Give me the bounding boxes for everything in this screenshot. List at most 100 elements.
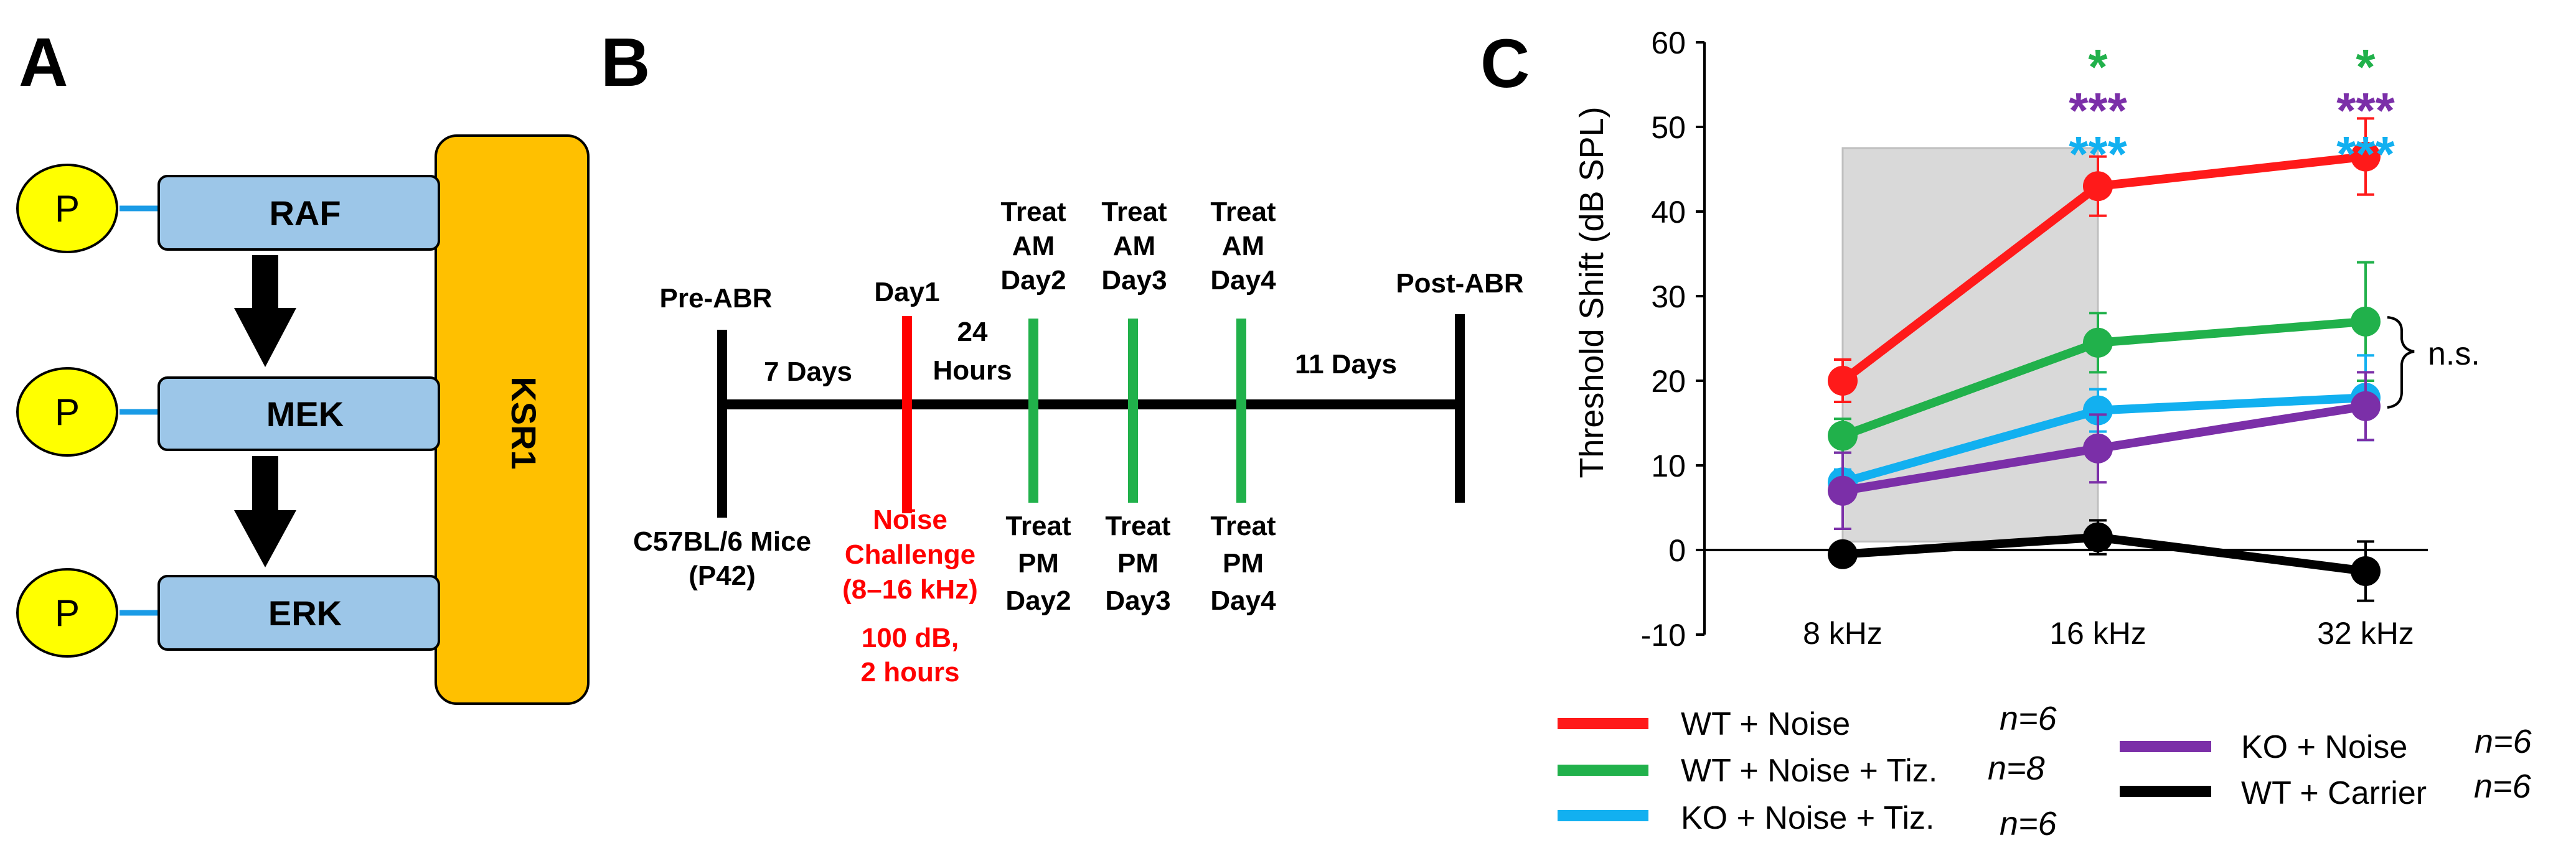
series-3 — [1828, 371, 2381, 530]
erk-phospho-label: P — [55, 592, 80, 634]
noise-label-line3: (8–16 kHz) — [842, 574, 978, 605]
am-day2-line2: AM — [1012, 231, 1055, 261]
pm-day3-line2: PM — [1117, 548, 1159, 579]
significance-star: * — [2356, 39, 2376, 95]
series-1 — [1828, 261, 2381, 454]
arrow-mek-erk-head — [234, 510, 296, 567]
y-tick-label: -10 — [1641, 618, 1686, 653]
arrow-raf-mek-shaft — [252, 255, 278, 308]
post-abr-label: Post-ABR — [1396, 268, 1523, 299]
panel-a: A KSR1 RAF P MEK P ERK P — [16, 24, 590, 705]
mek-label: MEK — [266, 394, 344, 434]
data-point — [2083, 171, 2113, 202]
y-tick-label: 30 — [1651, 279, 1686, 314]
day1-label: Day1 — [874, 277, 939, 307]
pm-day4-line3: Day4 — [1210, 585, 1276, 616]
legend-label-wt-noise-tiz: WT + Noise + Tiz. — [1681, 753, 1937, 789]
erk-label: ERK — [268, 594, 342, 633]
y-ticks: -10 0 10 20 30 40 50 60 — [1641, 26, 1704, 653]
y-tick-label: 50 — [1651, 110, 1686, 145]
ns-bracket — [2387, 316, 2415, 409]
legend-n-wt-carrier: n=6 — [2474, 768, 2532, 805]
data-point — [1828, 475, 1858, 506]
y-tick-label: 0 — [1668, 533, 1686, 568]
x-tick-label: 8 kHz — [1803, 616, 1883, 651]
am-day3-line1: Treat — [1101, 197, 1167, 227]
data-point — [2083, 433, 2113, 464]
raf-box — [157, 175, 440, 251]
data-point — [2351, 306, 2381, 337]
raf-phospho-circle — [16, 164, 118, 253]
pm-day3-line3: Day3 — [1105, 585, 1170, 616]
series-layer — [1828, 117, 2381, 602]
x-tick-label: 32 kHz — [2317, 616, 2414, 651]
mek-box — [157, 376, 440, 451]
mek-phospho-label: P — [55, 391, 80, 433]
hours-label-line2: Hours — [933, 355, 1012, 386]
y-tick-label: 40 — [1651, 195, 1686, 230]
y-tick-label: 20 — [1651, 364, 1686, 399]
x-tick-label: 16 kHz — [2049, 616, 2146, 651]
seven-days-label: 7 Days — [764, 356, 852, 387]
significance-star: * — [2088, 39, 2108, 95]
data-point — [2083, 522, 2113, 552]
raf-phospho-label: P — [55, 188, 80, 230]
data-point — [1828, 539, 1858, 569]
pm-day2-line1: Treat — [1005, 511, 1071, 541]
legend-label-wt-noise: WT + Noise — [1681, 706, 1850, 742]
arrow-mek-erk-shaft — [252, 456, 278, 510]
data-point — [2351, 141, 2381, 172]
pm-day4-line1: Treat — [1210, 511, 1276, 541]
mice-label-line2: (P42) — [689, 561, 756, 591]
legend-n-ko-noise: n=6 — [2475, 723, 2532, 760]
am-day4-line2: AM — [1222, 231, 1264, 261]
significance-star: *** — [2069, 126, 2127, 182]
data-point — [1828, 421, 1858, 451]
pm-day4-line2: PM — [1223, 548, 1264, 579]
panel-a-letter: A — [19, 24, 68, 101]
hours-label-line1: 24 — [957, 317, 988, 347]
legend: WT + Noise n=6 WT + Noise + Tiz. n=8 KO … — [1558, 700, 2532, 842]
y-tick-label: 60 — [1651, 26, 1686, 60]
am-day4-line3: Day4 — [1210, 265, 1276, 296]
data-point — [1828, 366, 1858, 396]
raf-label: RAF — [269, 193, 341, 233]
panel-c-letter: C — [1480, 26, 1530, 102]
legend-label-ko-noise-tiz: KO + Noise + Tiz. — [1681, 800, 1935, 836]
series-0 — [1828, 117, 2381, 403]
noise-label-line1: Noise — [873, 505, 947, 535]
noise-label-line4: 100 dB, — [862, 623, 959, 653]
y-axis-label: Threshold Shift (dB SPL) — [1573, 106, 1610, 478]
legend-label-wt-carrier: WT + Carrier — [2241, 775, 2427, 811]
ksr1-label: KSR1 — [504, 376, 543, 469]
mice-label-line1: C57BL/6 Mice — [633, 526, 811, 557]
panel-b-letter: B — [601, 24, 650, 101]
mek-phospho-circle — [16, 367, 118, 457]
x-ticks: 8 kHz 16 kHz 32 kHz — [1803, 616, 2414, 651]
am-day2-line3: Day2 — [1000, 265, 1066, 296]
legend-n-wt-noise: n=6 — [2000, 700, 2057, 737]
pm-day2-line3: Day2 — [1005, 585, 1071, 616]
am-day2-line1: Treat — [1000, 197, 1066, 227]
legend-n-ko-noise-tiz: n=6 — [2000, 805, 2057, 842]
pm-day3-line1: Treat — [1105, 511, 1171, 541]
am-day3-line2: AM — [1113, 231, 1155, 261]
data-point — [2351, 556, 2381, 586]
significance-star: *** — [2336, 83, 2395, 138]
eleven-days-label: 11 Days — [1295, 349, 1397, 380]
noise-label-line5: 2 hours — [861, 657, 960, 687]
am-day3-line3: Day3 — [1101, 265, 1167, 296]
significance-star: *** — [2069, 83, 2127, 138]
legend-n-wt-noise-tiz: n=8 — [1988, 750, 2045, 787]
data-point — [2351, 391, 2381, 421]
ns-label: n.s. — [2428, 336, 2480, 372]
arrow-raf-mek-head — [234, 308, 296, 367]
significance-marks: ************** — [2069, 39, 2395, 182]
pm-day2-line2: PM — [1018, 548, 1059, 579]
data-point — [2083, 395, 2113, 426]
data-point — [2083, 327, 2113, 358]
series-4 — [1828, 519, 2381, 602]
